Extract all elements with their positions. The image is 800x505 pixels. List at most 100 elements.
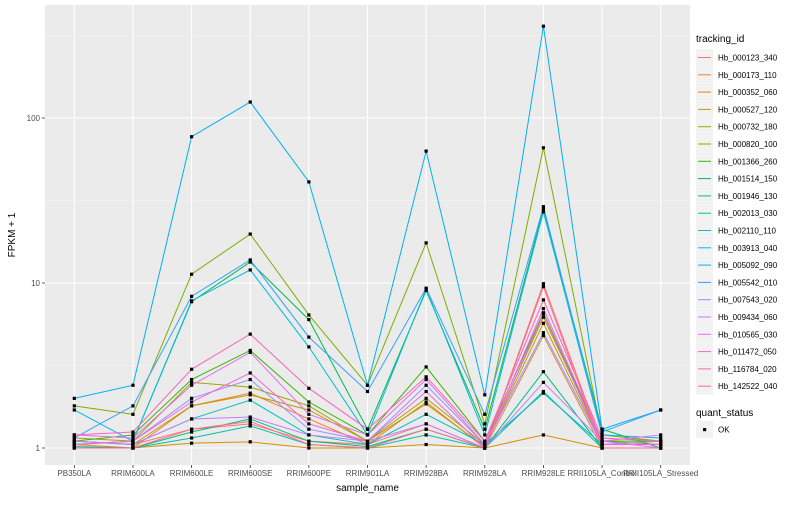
data-point: [248, 415, 252, 419]
legend-label: Hb_005092_090: [718, 261, 778, 270]
data-point: [72, 439, 76, 443]
shape-legend-title: quant_status: [696, 408, 753, 419]
data-point: [72, 442, 76, 447]
legend-label: Hb_001946_130: [718, 192, 778, 201]
data-point: [72, 404, 76, 408]
data-point: [600, 433, 604, 437]
data-point: [307, 180, 311, 184]
data-point: [541, 207, 546, 211]
legend-label: Hb_002110_110: [718, 227, 777, 236]
data-point: [131, 433, 135, 437]
legend-item: Hb_000173_110: [696, 66, 777, 84]
data-point: [659, 446, 663, 450]
data-point: [483, 427, 487, 431]
legend-item: Hb_002110_110: [696, 222, 777, 239]
data-point: [541, 331, 546, 335]
data-point: [483, 422, 487, 426]
data-point: [307, 386, 311, 390]
data-point: [365, 383, 370, 387]
data-point: [72, 396, 76, 400]
legend-item: Hb_003913_040: [696, 239, 778, 257]
data-point: [189, 427, 194, 431]
data-point: [424, 442, 428, 447]
x-tick-label: RRIM600PE: [287, 469, 331, 478]
data-point: [131, 430, 135, 434]
data-point: [189, 436, 194, 440]
x-tick-label: RRII105LA_Stressed: [623, 469, 698, 478]
legend-label: Hb_000352_060: [718, 88, 778, 97]
y-tick-label: 10: [31, 279, 40, 288]
legend-item: Hb_142522_040: [696, 377, 778, 395]
legend-item: Hb_002013_030: [696, 204, 778, 222]
data-point: [189, 396, 194, 400]
legend-item: Hb_116784_020: [696, 360, 777, 378]
data-point: [307, 335, 311, 339]
legend-item: Hb_001366_260: [696, 152, 778, 170]
data-point: [189, 294, 194, 298]
data-point: [600, 436, 604, 440]
data-point: [189, 135, 194, 139]
data-point: [600, 439, 604, 443]
data-point: [541, 389, 546, 394]
data-point: [600, 442, 604, 447]
x-tick-label: RRIM901LA: [346, 469, 390, 478]
data-point: [365, 389, 370, 394]
legend-label: Hb_142522_040: [718, 382, 778, 391]
legend-item: Hb_000352_060: [696, 83, 778, 101]
data-point: [72, 433, 76, 437]
data-point: [189, 380, 194, 384]
data-point: [248, 398, 252, 402]
data-point: [424, 377, 428, 382]
data-point: [248, 100, 252, 104]
data-point: [424, 402, 428, 406]
data-point: [659, 436, 663, 440]
data-point: [365, 433, 370, 437]
data-point: [131, 442, 135, 447]
legend-label: Hb_000820_100: [718, 140, 778, 149]
shape-legend-label: OK: [718, 426, 730, 435]
data-point: [541, 146, 546, 150]
data-point: [307, 318, 311, 322]
data-point: [189, 417, 194, 421]
data-point: [424, 422, 428, 426]
data-point: [189, 377, 194, 382]
data-point: [541, 321, 546, 325]
legend-item: Hb_009434_060: [696, 308, 778, 326]
legend-item: Hb_000527_120: [696, 100, 778, 118]
legend-item: Hb_000732_180: [696, 118, 778, 136]
data-point: [424, 389, 428, 394]
data-point: [131, 412, 135, 416]
data-point: [424, 375, 428, 379]
data-point: [189, 400, 194, 404]
data-point: [424, 365, 428, 369]
legend-label: Hb_000527_120: [718, 105, 778, 114]
y-tick-label: 100: [27, 114, 41, 123]
data-point: [424, 400, 428, 404]
data-point: [189, 441, 194, 445]
legend-label: Hb_002013_030: [718, 209, 778, 218]
x-tick-label: RRIM600SE: [228, 469, 272, 478]
data-point: [541, 312, 546, 316]
data-point: [424, 433, 428, 437]
legend-item: Hb_001514_150: [696, 170, 778, 188]
data-point: [424, 149, 428, 153]
data-point: [365, 442, 370, 447]
data-point: [541, 205, 546, 209]
data-point: [307, 400, 311, 404]
data-point: [541, 370, 546, 374]
data-point: [131, 439, 135, 443]
legend-label: Hb_116784_020: [718, 365, 777, 374]
data-point: [248, 371, 252, 375]
legend-item: Hb_011472_050: [696, 343, 777, 361]
legend-item: Hb_010565_030: [696, 325, 778, 343]
data-point: [365, 439, 370, 443]
data-point: [307, 345, 311, 349]
data-point: [600, 430, 604, 434]
legend-item: Hb_005092_090: [696, 256, 778, 274]
data-point: [248, 268, 252, 272]
data-point: [541, 285, 546, 289]
data-point: [248, 419, 252, 423]
data-point: [659, 439, 663, 443]
legend-title: tracking_id: [696, 34, 744, 45]
data-point: [131, 404, 135, 408]
